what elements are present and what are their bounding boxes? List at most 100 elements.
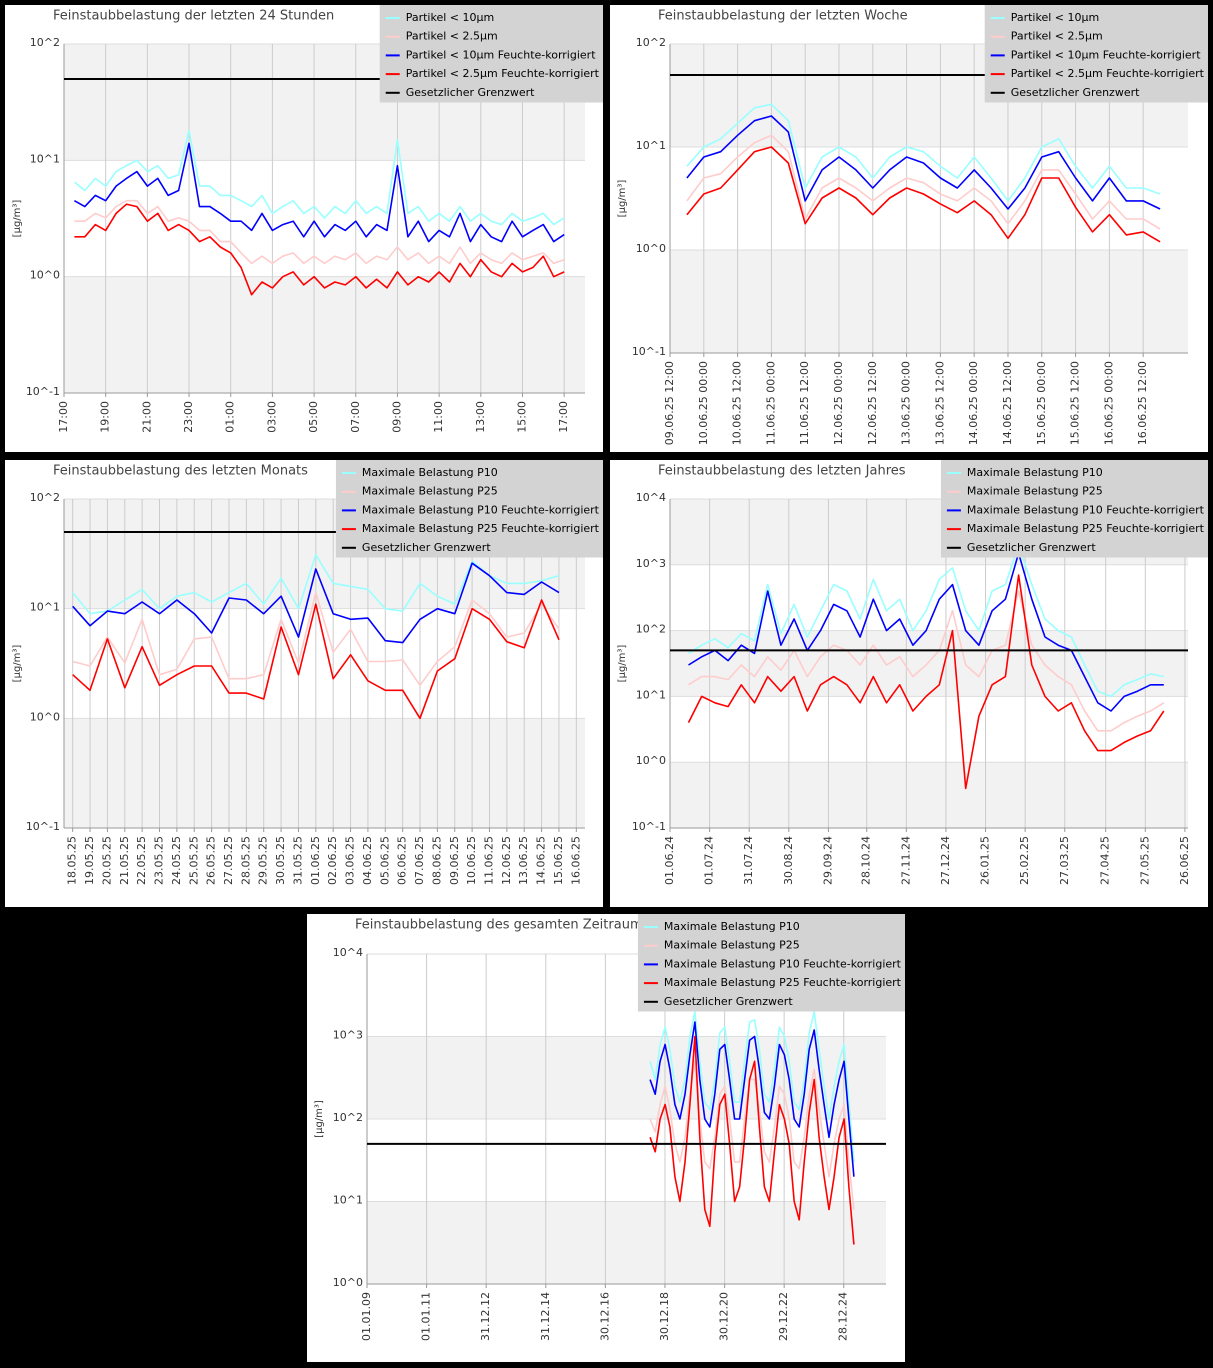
band <box>670 762 1188 828</box>
x-tick-label: 26.06.25 <box>1178 836 1191 885</box>
data-line <box>74 199 565 265</box>
x-tick-label: 28.05.25 <box>239 836 252 885</box>
data-line <box>72 562 560 644</box>
y-tick-label: 10^3 <box>333 1029 363 1042</box>
x-tick-label: 31.12.12 <box>479 1292 492 1341</box>
y-axis-label: [µg/m³] <box>12 645 23 683</box>
legend-label: Partikel < 2.5µm Feuchte-korrigiert <box>1011 67 1205 80</box>
x-tick-label: 26.05.25 <box>205 836 218 885</box>
x-tick-label: 13:00 <box>474 401 487 433</box>
x-tick-label: 17:00 <box>57 401 70 433</box>
x-tick-label: 30.05.25 <box>274 836 287 885</box>
legend-label: Maximale Belastung P25 <box>362 485 498 498</box>
chart-panel: 10^0 10^1 10^2 10^3 10^4 01.01.09 01.01.11 31.1… <box>307 914 905 1362</box>
x-tick-label: 01.01.09 <box>360 1292 373 1341</box>
x-tick-label: 05.06.25 <box>378 836 391 885</box>
x-tick-label: 27.04.25 <box>1099 836 1112 885</box>
x-tick-label: 03:00 <box>265 401 278 433</box>
legend-label: Maximale Belastung P10 <box>967 466 1103 479</box>
x-tick-label: 02.06.25 <box>326 836 339 885</box>
x-tick-label: 19.05.25 <box>83 836 96 885</box>
legend-label: Maximale Belastung P10 <box>362 466 498 479</box>
x-tick-label: 30.12.18 <box>658 1292 671 1341</box>
legend-label: Maximale Belastung P25 Feuchte-korrigier… <box>362 522 600 535</box>
x-tick-label: 01.06.24 <box>663 836 676 885</box>
x-tick-label: 13.06.25 00:00 <box>900 361 913 445</box>
x-tick-label: 13.06.25 <box>517 836 530 885</box>
x-tick-label: 27.03.25 <box>1058 836 1071 885</box>
x-tick-label: 01.06.25 <box>309 836 322 885</box>
x-tick-label: 09.06.25 <box>448 836 461 885</box>
x-tick-label: 15:00 <box>515 401 528 433</box>
legend-label: Gesetzlicher Grenzwert <box>664 995 793 1008</box>
x-tick-label: 16.06.25 00:00 <box>1102 361 1115 445</box>
chart-title: Feinstaubbelastung der letzten 24 Stunde… <box>53 9 334 24</box>
x-tick-label: 29.09.24 <box>821 836 834 885</box>
x-tick-label: 01.07.24 <box>703 836 716 885</box>
data-line <box>74 142 565 243</box>
x-tick-label: 30.08.24 <box>782 836 795 885</box>
y-tick-label: 10^1 <box>636 688 666 701</box>
x-tick-label: 29.12.22 <box>777 1292 790 1341</box>
x-tick-label: 19:00 <box>99 401 112 433</box>
legend-background <box>379 5 603 103</box>
x-tick-label: 09:00 <box>390 401 403 433</box>
y-tick-label: 10^2 <box>30 491 60 504</box>
x-tick-label: 30.12.20 <box>718 1292 731 1341</box>
legend-label: Gesetzlicher Grenzwert <box>967 541 1096 554</box>
y-tick-label: 10^2 <box>636 36 666 49</box>
y-tick-label: 10^-1 <box>632 820 666 833</box>
legend-label: Maximale Belastung P25 <box>664 939 800 952</box>
legend-label: Partikel < 10µm Feuchte-korrigiert <box>1011 48 1201 61</box>
y-tick-label: 10^0 <box>636 754 666 767</box>
y-tick-label: 10^0 <box>30 269 60 282</box>
legend-label: Maximale Belastung P25 <box>967 485 1103 498</box>
x-tick-label: 09.06.25 12:00 <box>663 361 676 445</box>
x-tick-label: 05:00 <box>307 401 320 433</box>
x-tick-label: 12.06.25 <box>500 836 513 885</box>
x-tick-label: 28.10.24 <box>860 836 873 885</box>
chart-title: Feinstaubbelastung des letzten Monats <box>53 464 308 479</box>
x-tick-label: 14.06.25 12:00 <box>1001 361 1014 445</box>
y-tick-label: 10^1 <box>30 601 60 614</box>
y-tick-label: 10^4 <box>636 491 666 504</box>
legend-label: Partikel < 10µm <box>1011 11 1100 24</box>
x-tick-label: 28.12.24 <box>837 1292 850 1341</box>
legend: Partikel < 10µm Partikel < 2.5µm Partikel … <box>379 5 603 103</box>
legend-label: Gesetzlicher Grenzwert <box>406 86 535 99</box>
y-axis-label: [µg/m³] <box>617 180 628 218</box>
legend-label: Partikel < 2.5µm Feuchte-korrigiert <box>406 67 600 80</box>
chart-panel: 10^-1 10^0 10^1 10^2 18.05.25 19.05.25 20.05.2… <box>5 460 603 907</box>
legend-label: Maximale Belastung P10 Feuchte-korrigier… <box>967 503 1205 516</box>
y-tick-label: 10^2 <box>333 1111 363 1124</box>
x-tick-label: 07:00 <box>349 401 362 433</box>
y-tick-label: 10^2 <box>636 623 666 636</box>
x-tick-label: 14.06.25 <box>535 836 548 885</box>
y-tick-label: 10^0 <box>636 242 666 255</box>
legend: Maximale Belastung P10 Maximale Belastung… <box>637 914 905 1012</box>
x-tick-label: 04.06.25 <box>361 836 374 885</box>
legend-label: Partikel < 2.5µm <box>1011 30 1103 43</box>
y-axis-label: [µg/m³] <box>617 645 628 683</box>
y-tick-label: 10^3 <box>636 557 666 570</box>
x-tick-label: 31.07.24 <box>742 836 755 885</box>
legend-label: Maximale Belastung P10 Feuchte-korrigier… <box>362 503 600 516</box>
band <box>670 250 1188 353</box>
x-tick-label: 11:00 <box>432 401 445 433</box>
chart-panel: 10^-1 10^0 10^1 10^2 17:00 19:00 21:00 23:00 01:… <box>5 5 603 452</box>
y-tick-label: 10^1 <box>333 1194 363 1207</box>
x-tick-label: 25.05.25 <box>187 836 200 885</box>
x-tick-label: 10.06.25 12:00 <box>731 361 744 445</box>
legend-background <box>637 914 905 1012</box>
legend-label: Partikel < 10µm <box>406 11 495 24</box>
data-line <box>72 591 560 687</box>
data-line <box>686 146 1161 243</box>
x-tick-label: 21.05.25 <box>118 836 131 885</box>
legend-label: Maximale Belastung P10 Feuchte-korrigier… <box>664 957 902 970</box>
x-tick-label: 27.05.25 <box>222 836 235 885</box>
legend-label: Partikel < 10µm Feuchte-korrigiert <box>406 48 596 61</box>
x-tick-label: 23:00 <box>182 401 195 433</box>
x-tick-label: 11.06.25 <box>482 836 495 885</box>
x-tick-label: 15.06.25 00:00 <box>1035 361 1048 445</box>
